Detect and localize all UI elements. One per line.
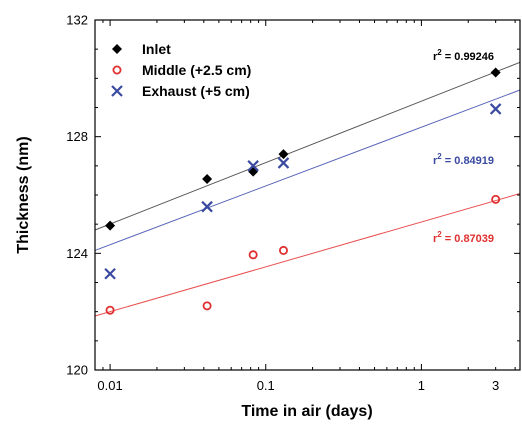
data-point-inlet-1 [202, 173, 213, 184]
fit-line-exhaust [94, 89, 521, 251]
data-point-exhaust-0 [104, 267, 116, 280]
legend: Inlet Middle (+2.5 cm) Exhaust (+5 cm) [111, 41, 251, 99]
data-point-exhaust-0-stroke-b [104, 267, 116, 280]
legend-marker-exhaust [111, 85, 123, 97]
data-point-middle-4 [491, 194, 501, 204]
tick-labels: 120 124 128 132 0.01 0.1 1 3 [66, 13, 499, 394]
r2-label-inlet: r2 = 0.99246 [433, 48, 494, 63]
data-point-middle-0 [105, 305, 115, 315]
data-point-middle-3 [278, 245, 288, 255]
r2-exhaust-prefix: r [433, 155, 438, 167]
r2-inlet-exp: 2 [437, 48, 442, 57]
r2-label-middle: r2 = 0.87039 [433, 230, 494, 245]
x-axis-title: Time in air (days) [241, 403, 372, 420]
data-point-exhaust-2 [247, 160, 259, 172]
r2-inlet-prefix: r [433, 51, 438, 63]
legend-symbol-inlet [112, 44, 122, 54]
data-point-exhaust-1-stroke-b [201, 200, 213, 213]
fit-lines [94, 61, 521, 317]
r2-middle-prefix: r [433, 233, 438, 245]
r2-middle-exp: 2 [437, 230, 442, 239]
data-point-middle-1 [202, 301, 212, 311]
x-tick-label-1: 1 [418, 378, 425, 393]
data-point-exhaust-3-stroke-b [277, 157, 290, 169]
data-markers [104, 67, 502, 315]
x-tick-label-3: 3 [492, 378, 499, 393]
y-tick-label-124: 124 [66, 246, 88, 261]
x-tick-label-0.1: 0.1 [257, 378, 275, 393]
legend-marker-middle [112, 65, 122, 75]
legend-marker-inlet [112, 44, 122, 54]
r2-middle-value: = 0.87039 [442, 233, 494, 245]
legend-label-middle: Middle (+2.5 cm) [142, 62, 251, 78]
data-point-inlet-4 [490, 67, 501, 78]
data-point-exhaust-3 [277, 157, 290, 169]
legend-symbol-exhaust-stroke-b [111, 85, 123, 97]
r2-inlet-value: = 0.99246 [442, 51, 494, 63]
fit-line-middle [94, 193, 521, 317]
data-point-exhaust-1 [201, 200, 213, 213]
legend-label-inlet: Inlet [142, 41, 171, 57]
x-tick-label-0.01: 0.01 [97, 378, 122, 393]
legend-symbol-middle [112, 65, 122, 75]
data-point-middle-2 [248, 250, 258, 260]
legend-label-exhaust: Exhaust (+5 cm) [142, 83, 250, 99]
r2-label-exhaust: r2 = 0.84919 [433, 152, 494, 167]
data-point-exhaust-4-stroke-b [489, 103, 502, 115]
y-tick-label-128: 128 [66, 129, 88, 144]
data-point-exhaust-2-stroke-b [247, 160, 259, 172]
r2-exhaust-value: = 0.84919 [442, 155, 494, 167]
y-axis-title: Thickness (nm) [15, 136, 32, 253]
y-tick-label-132: 132 [66, 13, 88, 28]
data-point-inlet-0 [105, 220, 116, 231]
fit-line-inlet [94, 61, 521, 231]
axis-ticks [94, 19, 520, 371]
data-point-exhaust-4 [489, 103, 502, 115]
legend-symbol-exhaust [111, 85, 123, 97]
data-point-inlet-3 [278, 149, 289, 160]
y-tick-label-120: 120 [66, 363, 88, 378]
r2-exhaust-exp: 2 [437, 152, 442, 161]
